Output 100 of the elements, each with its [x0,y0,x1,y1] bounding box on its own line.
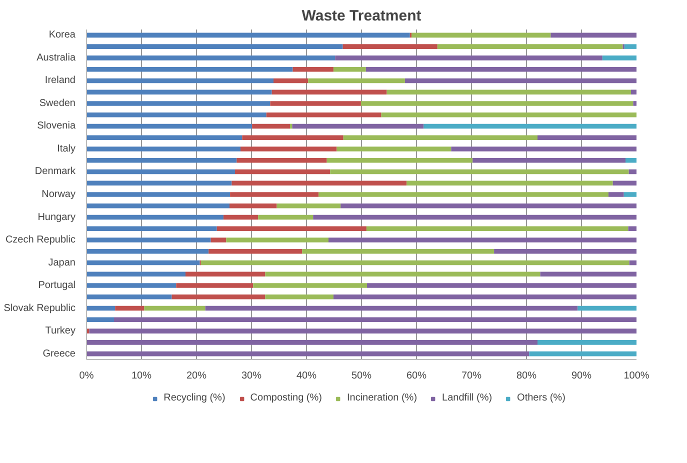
bar [628,169,636,174]
bar [608,192,624,197]
bar [86,124,252,129]
x-tick-label: 70% [461,370,482,382]
bar [602,56,636,60]
bar [328,238,636,242]
bar [86,158,237,163]
legend-label: Incineration (%) [346,392,418,404]
bar [252,124,290,129]
bar [86,146,240,152]
bar [86,294,172,300]
bar [230,203,277,208]
bar [540,272,636,277]
legend-label: Composting (%) [250,392,322,404]
bar [172,294,266,300]
y-tick-label: Australia [36,52,76,64]
bar [86,66,293,72]
bar [200,260,630,266]
bar [86,203,230,208]
chart-title: Waste Treatment [302,8,422,24]
bar [451,146,636,152]
y-tick-label: Norway [42,189,76,200]
bar [381,112,636,118]
y-tick-label: Slovak Republic [4,302,76,314]
bar [144,306,206,311]
legend-label: Landfill (%) [442,392,492,404]
bar [114,317,636,322]
bar [86,112,266,118]
bar [86,283,176,288]
bar [226,238,328,242]
bar [186,272,266,277]
x-tick-label: 100% [624,370,650,382]
y-tick-label: Greece [42,348,76,360]
bar [360,101,634,106]
bar [274,78,308,84]
bar [276,203,341,208]
bar [472,158,626,163]
x-tick-label: 90% [571,370,592,382]
bar [366,226,628,232]
bar [86,260,200,266]
bar [302,249,494,254]
bar [270,101,361,106]
bar [538,135,636,140]
bar [336,146,452,152]
bar [624,192,636,197]
bar [86,214,224,220]
bar [406,180,613,186]
y-tick-label: Italy [57,143,76,154]
bar [86,249,209,254]
bar [626,158,636,163]
x-tick-label: 40% [296,370,317,382]
bar [176,283,254,288]
bar [240,146,337,152]
bar [266,112,382,118]
bar [86,226,217,232]
bar [86,351,530,356]
bar [230,192,319,197]
bar [216,226,366,232]
bar [86,101,270,106]
bar [330,169,629,174]
x-tick-label: 20% [186,370,207,382]
legend-label: Others (%) [517,392,566,404]
bar [404,78,636,84]
y-tick-label: Sweden [39,98,76,109]
bar [86,78,274,84]
bar [205,306,578,311]
bar [86,169,235,174]
bar [253,283,367,288]
bar [292,124,424,129]
bar [86,238,211,242]
x-tick-label: 50% [351,370,372,382]
bar [86,306,116,311]
bar [342,44,438,49]
x-tick-label: 0% [79,370,94,382]
bar [86,56,336,60]
bar [86,192,230,197]
bar [386,90,631,94]
bar [89,328,636,334]
bar [612,180,636,186]
bar [424,124,636,129]
x-tick-label: 30% [241,370,262,382]
x-tick-label: 60% [406,370,427,382]
bar [494,249,636,254]
legend-label: Recycling (%) [164,392,226,404]
y-tick-label: Czech Republic [5,234,76,246]
y-tick-label: Portugal [38,280,76,292]
bar [86,340,538,345]
bar [550,32,636,38]
bar [624,44,636,49]
bar [529,351,636,356]
bar [318,192,608,197]
bar [308,78,405,84]
bar [292,66,334,72]
bar [538,340,636,345]
bar [242,135,344,140]
bar [265,272,540,277]
bar [86,272,186,277]
bar [232,180,407,186]
bar [333,66,366,72]
y-tick-label: Turkey [45,326,76,337]
